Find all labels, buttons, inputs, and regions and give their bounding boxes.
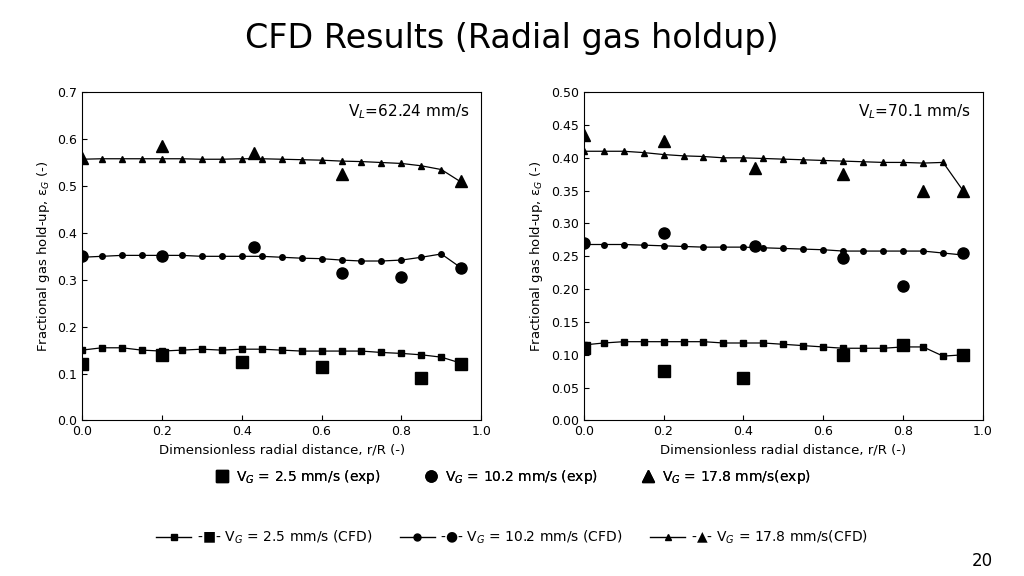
Legend: -■- V$_G$ = 2.5 mm/s (CFD), -●- V$_G$ = 10.2 mm/s (CFD), -▲- V$_G$ = 17.8 mm/s(C: -■- V$_G$ = 2.5 mm/s (CFD), -●- V$_G$ = … <box>151 523 873 552</box>
Text: V$_L$=70.1 mm/s: V$_L$=70.1 mm/s <box>858 102 971 121</box>
Y-axis label: Fractional gas hold-up, ε$_G$ (-): Fractional gas hold-up, ε$_G$ (-) <box>528 161 545 352</box>
Text: V$_L$=62.24 mm/s: V$_L$=62.24 mm/s <box>348 102 469 121</box>
Text: 20: 20 <box>972 552 993 570</box>
Y-axis label: Fractional gas hold-up, ε$_G$ (-): Fractional gas hold-up, ε$_G$ (-) <box>35 161 51 352</box>
X-axis label: Dimensionless radial distance, r/R (-): Dimensionless radial distance, r/R (-) <box>660 444 906 457</box>
Text: CFD Results (Radial gas holdup): CFD Results (Radial gas holdup) <box>245 21 779 55</box>
Legend: V$_G$ = 2.5 mm/s (exp), V$_G$ = 10.2 mm/s (exp), V$_G$ = 17.8 mm/s(exp): V$_G$ = 2.5 mm/s (exp), V$_G$ = 10.2 mm/… <box>208 462 816 491</box>
X-axis label: Dimensionless radial distance, r/R (-): Dimensionless radial distance, r/R (-) <box>159 444 404 457</box>
